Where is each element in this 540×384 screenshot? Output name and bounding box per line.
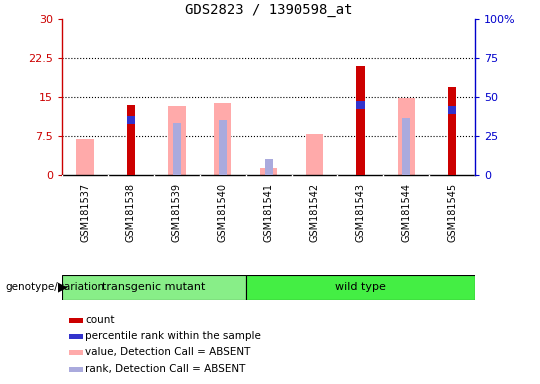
Bar <box>219 120 227 175</box>
Bar <box>356 66 365 175</box>
Bar <box>173 123 181 175</box>
Bar <box>356 101 365 109</box>
Text: genotype/variation: genotype/variation <box>5 282 105 292</box>
Text: wild type: wild type <box>335 282 386 292</box>
Bar <box>69 334 83 339</box>
Text: GSM181538: GSM181538 <box>126 183 136 242</box>
Text: value, Detection Call = ABSENT: value, Detection Call = ABSENT <box>85 348 251 358</box>
Bar <box>306 134 323 175</box>
Text: GSM181540: GSM181540 <box>218 183 228 242</box>
Text: GSM181543: GSM181543 <box>355 183 366 242</box>
Bar <box>127 116 135 124</box>
Title: GDS2823 / 1390598_at: GDS2823 / 1390598_at <box>185 3 353 17</box>
Text: GSM181544: GSM181544 <box>401 183 411 242</box>
Bar <box>76 139 94 175</box>
Bar <box>265 159 273 175</box>
Text: GSM181539: GSM181539 <box>172 183 182 242</box>
Bar <box>448 106 456 114</box>
Bar <box>397 98 415 175</box>
Text: GSM181542: GSM181542 <box>309 183 320 242</box>
Text: count: count <box>85 315 114 325</box>
Bar <box>127 105 135 175</box>
Text: GSM181537: GSM181537 <box>80 183 90 242</box>
Text: percentile rank within the sample: percentile rank within the sample <box>85 331 261 341</box>
Text: GSM181545: GSM181545 <box>447 183 457 242</box>
Bar <box>168 106 186 175</box>
Text: ▶: ▶ <box>58 281 68 293</box>
Bar <box>260 169 278 175</box>
Bar <box>246 275 475 300</box>
Bar <box>62 275 246 300</box>
Bar <box>69 350 83 355</box>
Text: GSM181541: GSM181541 <box>264 183 274 242</box>
Bar <box>448 87 456 175</box>
Bar <box>69 318 83 323</box>
Bar <box>69 367 83 372</box>
Text: transgenic mutant: transgenic mutant <box>102 282 206 292</box>
Text: rank, Detection Call = ABSENT: rank, Detection Call = ABSENT <box>85 364 246 374</box>
Bar <box>402 118 410 175</box>
Bar <box>214 103 232 175</box>
